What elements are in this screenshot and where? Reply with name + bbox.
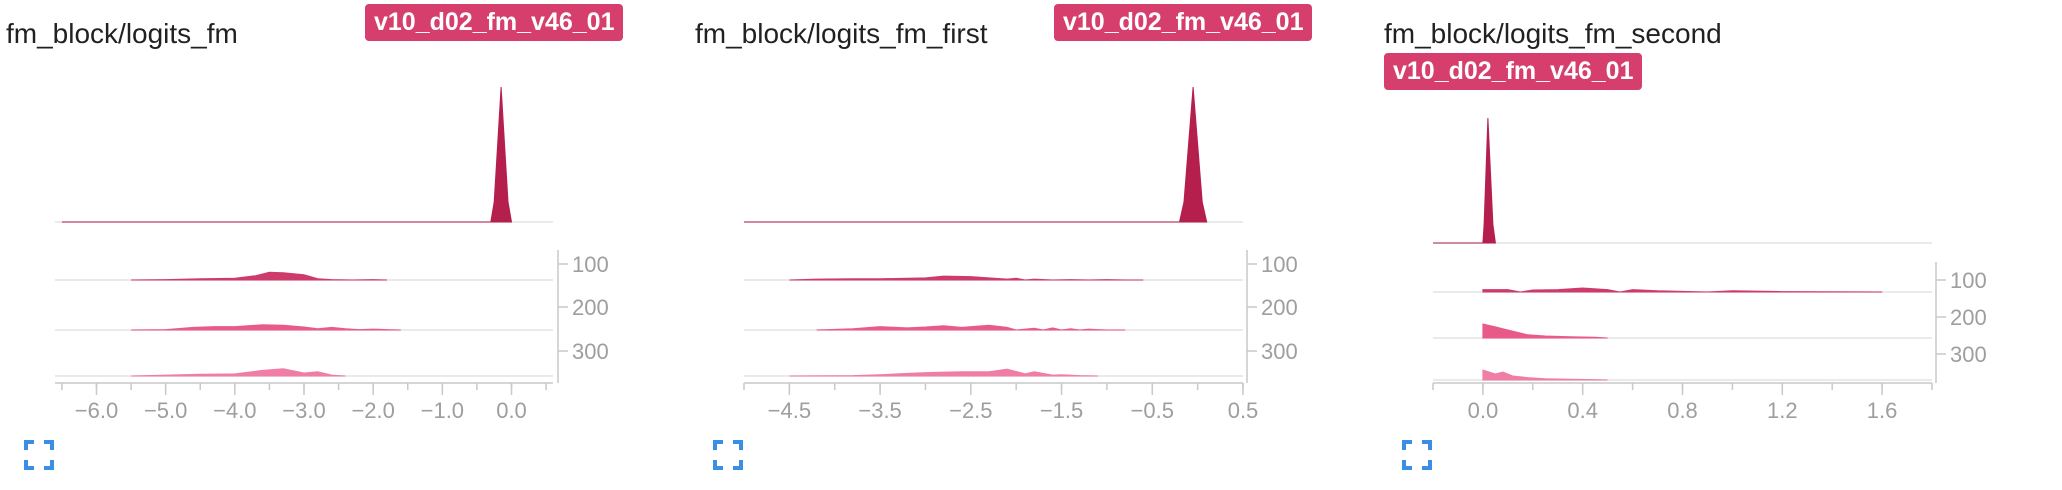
fullscreen-icon[interactable]	[24, 440, 54, 470]
x-tick-label: −2.0	[351, 398, 394, 423]
x-tick-label: 0.8	[1667, 398, 1698, 423]
x-tick-label: 1.6	[1867, 398, 1898, 423]
run-tag-badge[interactable]: v10_d02_fm_v46_01	[1054, 4, 1313, 41]
x-tick-label: −1.5	[1040, 398, 1083, 423]
histogram-ridge-step-0[interactable]	[1433, 117, 1496, 244]
x-tick-label: −4.5	[768, 398, 811, 423]
y-tick-label: 200	[1261, 295, 1298, 320]
histogram-panel: 100 200 300 0.0 0.4 0.8 1.2 1.6 fm_block/logits…	[1378, 0, 2058, 490]
histogram-ridge-step-100[interactable]	[1482, 287, 1883, 293]
fullscreen-icon[interactable]	[1402, 440, 1432, 470]
x-tick-label: −3.0	[282, 398, 325, 423]
histogram-chart: 100 200 300 0.0 0.4 0.8 1.2 1.6	[1432, 117, 1987, 423]
histogram-ridge-step-200[interactable]	[816, 324, 1126, 331]
run-tag-badge[interactable]: v10_d02_fm_v46_01	[1384, 53, 1643, 90]
histogram-ridge-step-0[interactable]	[61, 86, 513, 223]
y-tick-label: 300	[1950, 342, 1987, 367]
x-tick-label: −3.5	[858, 398, 901, 423]
x-tick-label: 1.2	[1767, 398, 1798, 423]
histogram-ridge-step-100[interactable]	[789, 275, 1144, 281]
x-tick-label: −0.5	[1131, 398, 1174, 423]
x-tick-label: −6.0	[75, 398, 118, 423]
histogram-ridge-step-300[interactable]	[131, 368, 346, 377]
histogram-ridge-step-200[interactable]	[1482, 323, 1608, 339]
fullscreen-icon[interactable]	[713, 440, 743, 470]
x-tick-label: −2.5	[949, 398, 992, 423]
y-tick-label: 100	[1261, 252, 1298, 277]
histogram-panel: 100 200 300 −4.5 −3.5 −2.5 −1.5 −0.5 0.5 fm_bloc…	[689, 0, 1369, 490]
y-tick-label: 200	[572, 295, 609, 320]
panel-title: fm_block/logits_fm_second	[1384, 18, 1722, 49]
panel-title: fm_block/logits_fm_first	[695, 18, 988, 49]
run-tag-badge[interactable]: v10_d02_fm_v46_01	[365, 4, 624, 41]
histogram-chart: 100 200 300 −4.5 −3.5 −2.5 −1.5 −0.5 0.5	[743, 86, 1298, 423]
x-tick-label: −5.0	[144, 398, 187, 423]
y-tick-label: 300	[572, 339, 609, 364]
histogram-panel: 100 200 300 −6.0 −5.0 −4.0 −3.0 −2.0 −1.0 0.0 fm_…	[0, 0, 680, 490]
x-tick-label: 0.4	[1567, 398, 1598, 423]
y-tick-label: 300	[1261, 339, 1298, 364]
panel-title: fm_block/logits_fm	[6, 18, 238, 49]
x-tick-label: −4.0	[213, 398, 256, 423]
histogram-chart: 100 200 300 −6.0 −5.0 −4.0 −3.0 −2.0 −1.0 0.0	[55, 86, 609, 423]
x-tick-label: 0.0	[1468, 398, 1499, 423]
y-tick-label: 100	[1950, 268, 1987, 293]
y-tick-label: 100	[572, 252, 609, 277]
histogram-ridge-step-200[interactable]	[131, 324, 401, 331]
x-tick-label: 0.0	[496, 398, 527, 423]
histogram-ridge-step-100[interactable]	[131, 271, 388, 281]
x-tick-label: −1.0	[421, 398, 464, 423]
y-tick-label: 200	[1950, 305, 1987, 330]
x-tick-label: 0.5	[1228, 398, 1259, 423]
histogram-ridge-step-0[interactable]	[744, 86, 1208, 223]
histogram-ridge-step-300[interactable]	[789, 368, 1098, 377]
histogram-ridge-step-300[interactable]	[1482, 369, 1608, 381]
